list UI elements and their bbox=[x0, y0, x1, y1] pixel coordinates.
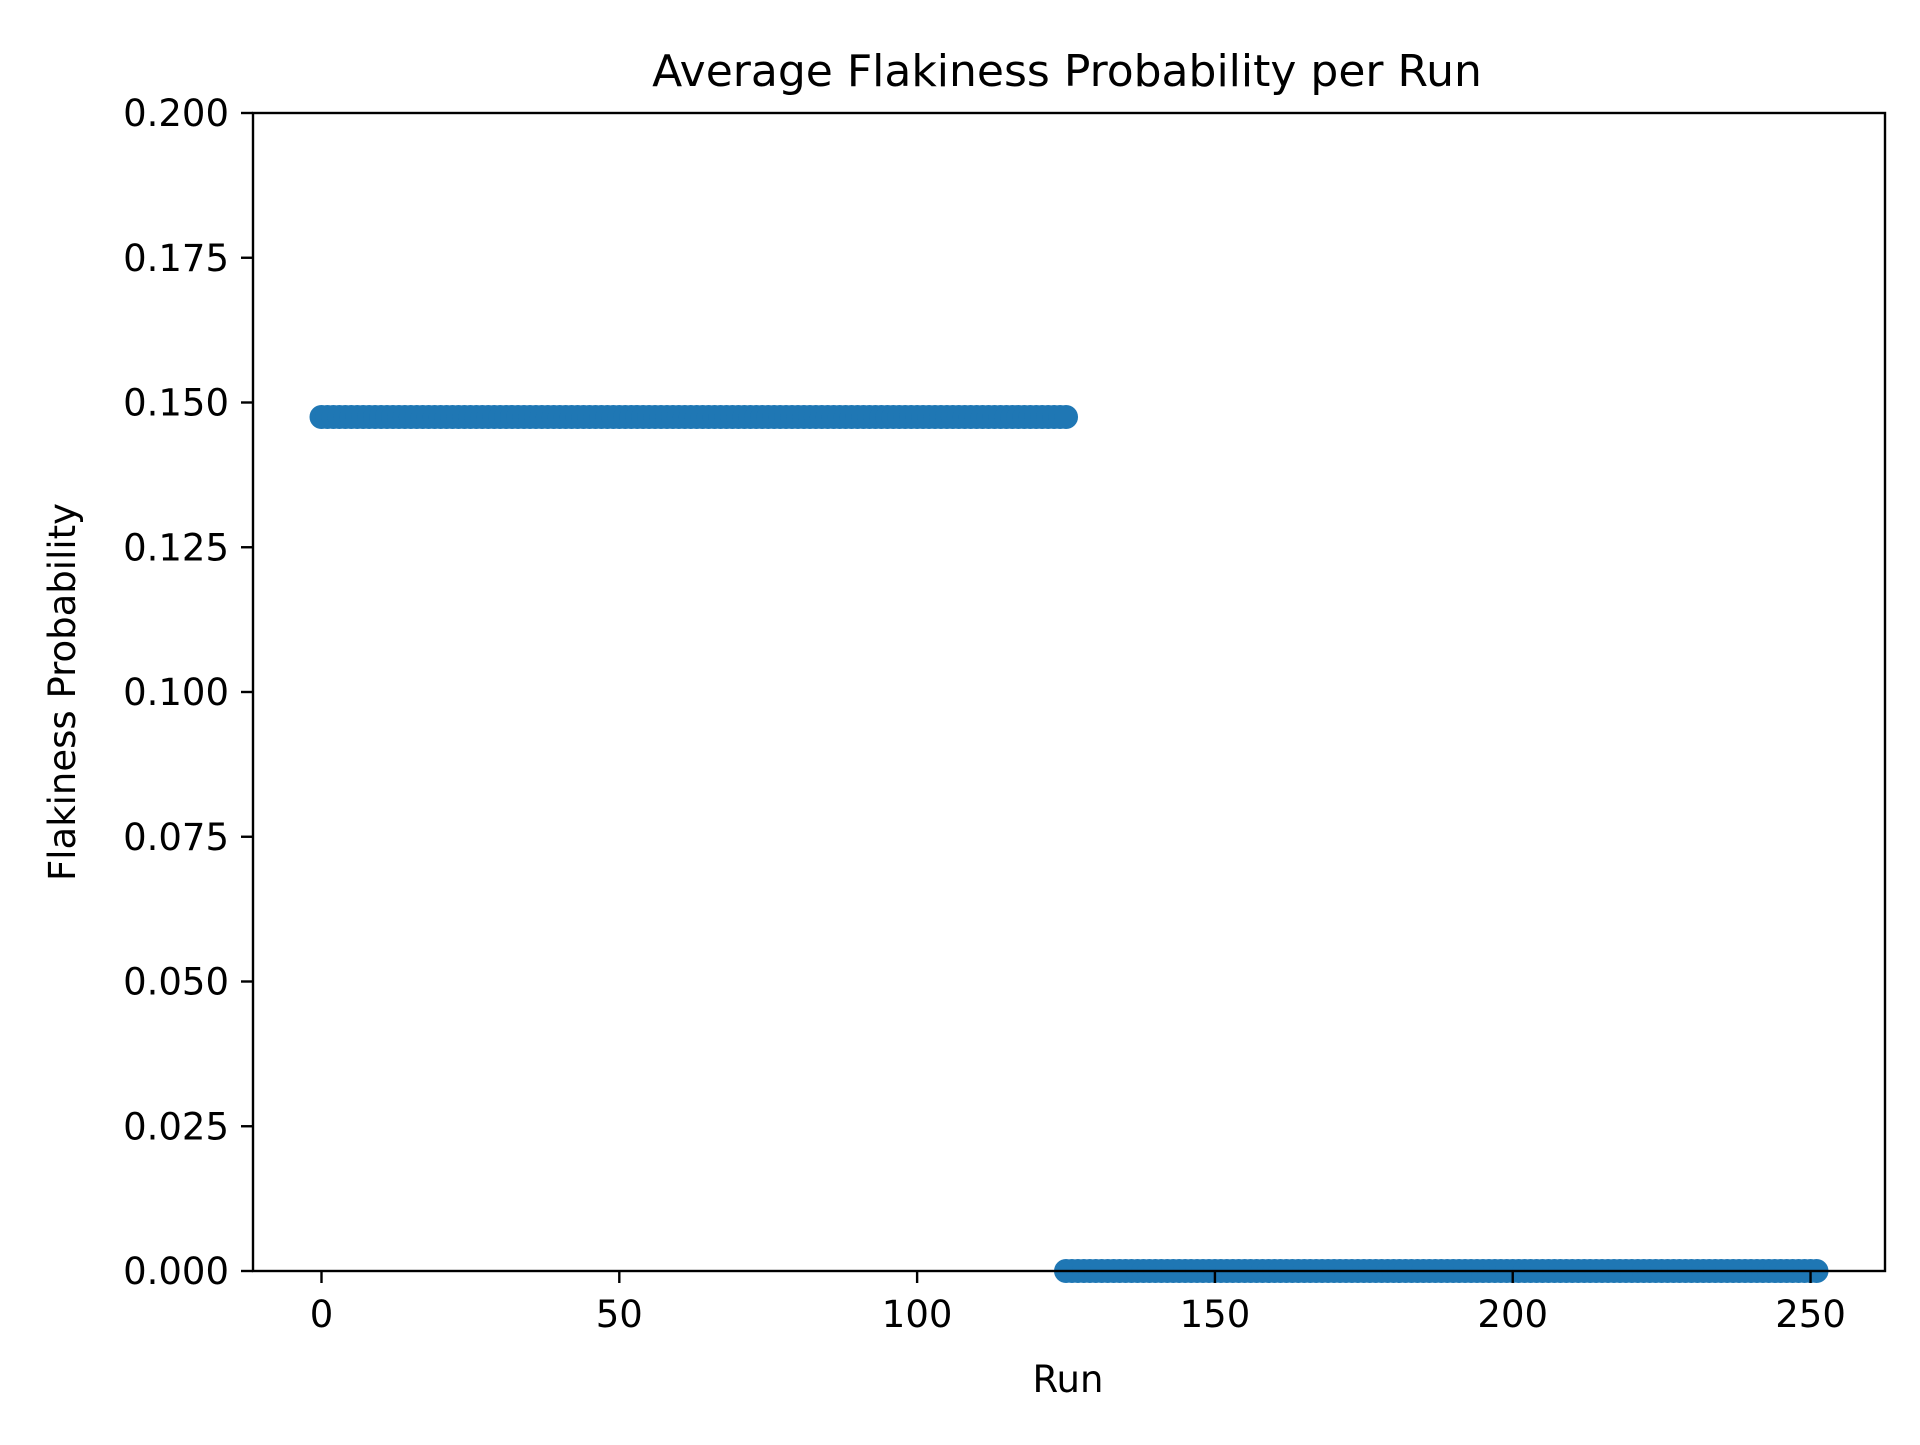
y-axis-label: Flakiness Probability bbox=[41, 503, 84, 881]
x-tick-label: 250 bbox=[1775, 1293, 1846, 1336]
y-tick-label: 0.075 bbox=[123, 816, 229, 859]
data-points bbox=[309, 404, 1829, 1283]
y-tick-label: 0.100 bbox=[123, 671, 229, 714]
plot-frame bbox=[251, 111, 1887, 1273]
x-tick-label: 0 bbox=[310, 1293, 334, 1336]
y-tick-label: 0.050 bbox=[123, 961, 229, 1004]
x-tick-label: 100 bbox=[882, 1293, 953, 1336]
y-tick-label: 0.000 bbox=[123, 1250, 229, 1293]
y-tick-label: 0.025 bbox=[123, 1105, 229, 1148]
y-axis: 0.000 0.025 0.050 0.075 0.100 0.125 0.150 0.175… bbox=[123, 92, 253, 1293]
y-tick-label: 0.200 bbox=[123, 92, 229, 135]
chart-title: Average Flakiness Probability per Run bbox=[652, 46, 1482, 97]
x-axis-label: Run bbox=[1033, 1358, 1104, 1401]
data-point bbox=[1054, 404, 1079, 429]
x-tick-label: 150 bbox=[1180, 1293, 1251, 1336]
y-tick-label: 0.150 bbox=[123, 382, 229, 425]
x-axis: 0 50 100 150 200 250 bbox=[310, 1271, 1846, 1336]
x-tick-label: 200 bbox=[1477, 1293, 1548, 1336]
x-tick-label: 50 bbox=[596, 1293, 643, 1336]
y-tick-label: 0.125 bbox=[123, 526, 229, 569]
y-tick-label: 0.175 bbox=[123, 237, 229, 280]
